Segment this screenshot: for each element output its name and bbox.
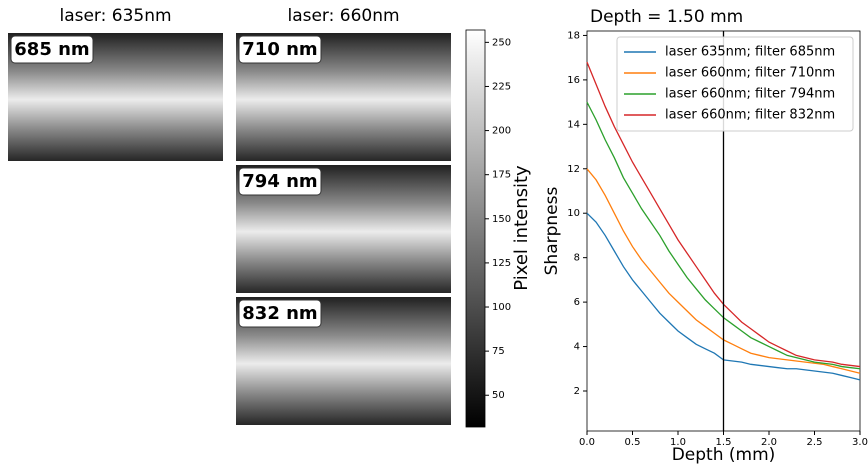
x-tick-label: 2.5 [807,437,823,448]
colorbar-label: Pixel intensity [511,165,532,291]
panel-title: laser: 635nm [59,6,171,26]
y-tick-label: 18 [567,30,580,41]
colorbar-tick-label: 75 [492,346,505,357]
y-tick-label: 4 [574,342,580,353]
colorbar-tick-label: 100 [492,302,511,313]
panel-label: 794 nm [242,171,317,192]
colorbar-tick-label: 250 [492,37,511,48]
chart-title: Depth = 1.50 mm [590,7,743,27]
colorbar-tick-label: 125 [492,258,511,269]
x-axis-label: Depth (mm) [672,445,776,465]
label-box [10,35,94,64]
y-tick-label: 14 [567,119,580,130]
y-tick-label: 6 [574,297,580,308]
x-tick-label: 0.5 [625,437,641,448]
x-tick-label: 1.0 [670,437,686,448]
legend-label: laser 635nm; filter 685nm [665,45,835,60]
x-tick-label: 2.0 [761,437,777,448]
label-box [238,299,322,328]
x-tick-label: 3.0 [852,437,868,448]
y-axis-label: Sharpness [542,187,562,276]
colorbar [465,29,486,428]
x-tick-label: 0.0 [579,437,595,448]
label-box [238,35,322,64]
y-tick-label: 10 [567,208,580,219]
y-tick-label: 16 [567,75,580,86]
colorbar-tick-label: 150 [492,214,511,225]
panel-label: 832 nm [242,303,317,324]
y-tick-label: 8 [574,253,580,264]
label-box [238,167,322,196]
x-tick-label: 1.5 [716,437,732,448]
legend-label: laser 660nm; filter 794nm [665,87,835,102]
legend-label: laser 660nm; filter 832nm [665,108,835,123]
colorbar-tick-label: 50 [492,390,505,401]
y-tick-label: 12 [567,164,580,175]
colorbar-tick-label: 225 [492,81,511,92]
y-tick-label: 2 [574,386,580,397]
colorbar-tick-label: 200 [492,126,511,137]
panel-label: 685 nm [14,39,89,60]
panel-label: 710 nm [242,39,317,60]
legend-label: laser 660nm; filter 710nm [665,66,835,81]
colorbar-tick-label: 175 [492,170,511,181]
legend-box [616,36,854,132]
panel-title: laser: 660nm [287,6,399,26]
